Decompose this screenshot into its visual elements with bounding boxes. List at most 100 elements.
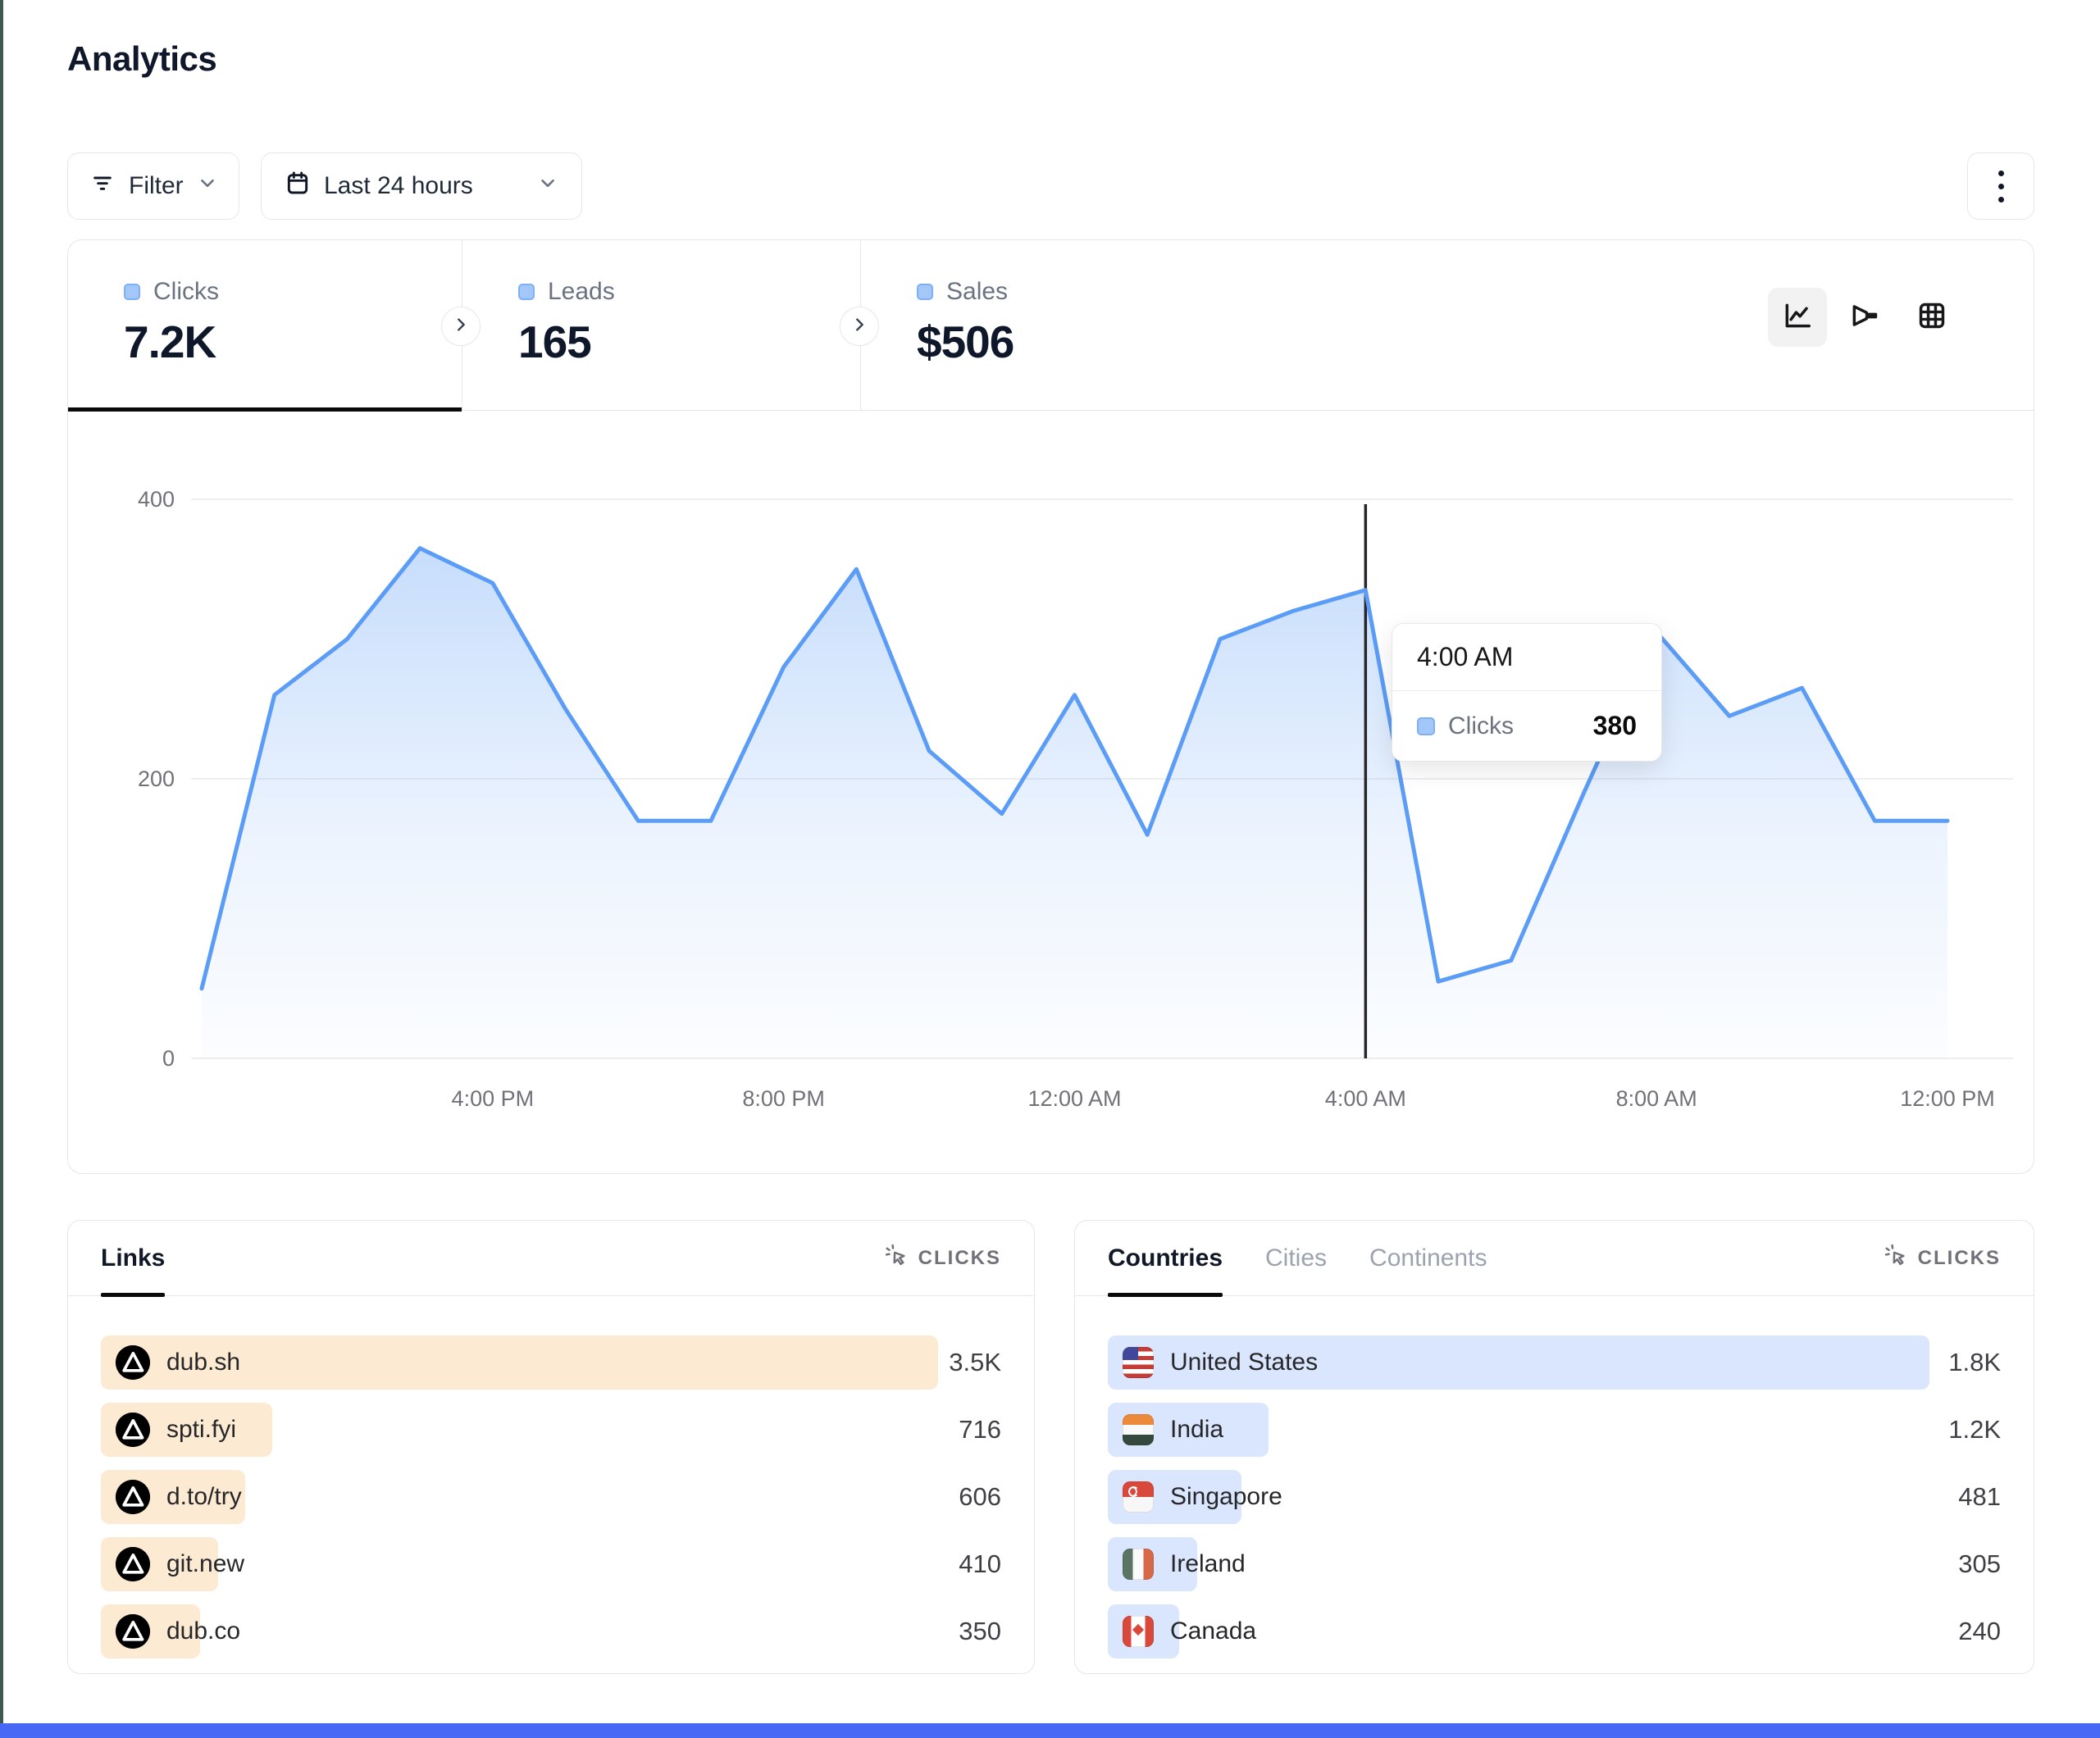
- dub-logo-icon: [116, 1413, 150, 1447]
- funnel-view-button[interactable]: [1835, 288, 1894, 347]
- links-rows: dub.sh 3.5K spti.fyi 716 d.to/try 606 git.new 4…: [68, 1296, 1034, 1658]
- x-axis-tick-label: 12:00 PM: [1900, 1086, 1995, 1111]
- tab-clicks[interactable]: Clicks 7.2K: [68, 240, 462, 412]
- country-label: United States: [1170, 1349, 1319, 1376]
- tab-cities-label: Cities: [1265, 1244, 1328, 1272]
- country-list-item[interactable]: Singapore 481: [1108, 1470, 2001, 1524]
- links-panel: Links CLICKS dub.sh 3.5K spti.fyi 716 d.to/t…: [67, 1220, 1035, 1674]
- country-label: India: [1170, 1416, 1224, 1443]
- table-view-button[interactable]: [1902, 288, 1961, 347]
- tooltip-time: 4:00 AM: [1392, 624, 1661, 691]
- link-list-item[interactable]: dub.co 350: [101, 1604, 1001, 1658]
- page-title: Analytics: [67, 39, 217, 78]
- sales-legend-square: [917, 284, 933, 300]
- chevron-right-icon: [452, 316, 470, 338]
- x-axis-tick-label: 4:00 AM: [1325, 1086, 1406, 1111]
- tab-continents-label: Continents: [1369, 1244, 1487, 1272]
- more-options-button[interactable]: [1967, 152, 2034, 220]
- ca-flag-icon: [1123, 1616, 1154, 1647]
- line-chart-view-button[interactable]: [1768, 288, 1827, 347]
- leads-legend-square: [518, 284, 535, 300]
- links-metric-label: CLICKS: [918, 1246, 1001, 1269]
- stat-tabs: Clicks 7.2K Leads 165 Sales $506: [68, 240, 2034, 412]
- link-list-item[interactable]: dub.sh 3.5K: [101, 1335, 1001, 1390]
- y-axis-tick-label: 0: [162, 1046, 175, 1071]
- chevron-right-icon: [850, 316, 868, 338]
- filter-button[interactable]: Filter: [67, 152, 239, 220]
- date-range-label: Last 24 hours: [324, 172, 473, 199]
- chart-view-toggle: [1768, 288, 1961, 347]
- funnel-icon: [1849, 300, 1880, 335]
- filter-icon: [89, 170, 116, 202]
- link-list-item[interactable]: d.to/try 606: [101, 1470, 1001, 1524]
- links-metric-toggle[interactable]: CLICKS: [884, 1243, 1001, 1273]
- link-list-item[interactable]: git.new 410: [101, 1537, 1001, 1591]
- tab-countries[interactable]: Countries: [1108, 1221, 1223, 1297]
- filter-button-label: Filter: [129, 172, 184, 199]
- country-label: Canada: [1170, 1617, 1257, 1645]
- y-axis-tick-label: 200: [138, 767, 175, 791]
- x-axis-tick-label: 8:00 AM: [1616, 1086, 1697, 1111]
- cursor-click-icon: [1884, 1243, 1908, 1273]
- date-range-button[interactable]: Last 24 hours: [261, 152, 582, 220]
- link-clicks-value: 606: [959, 1482, 1001, 1511]
- countries-rows: United States 1.8K India 1.2K Singapore 481 Ir…: [1075, 1296, 2034, 1658]
- link-clicks-value: 3.5K: [949, 1348, 1001, 1376]
- country-list-item[interactable]: Canada 240: [1108, 1604, 2001, 1658]
- tab-cities[interactable]: Cities: [1265, 1221, 1327, 1295]
- chart-tooltip: 4:00 AM Clicks 380: [1392, 623, 1662, 762]
- tab-clicks-label: Clicks: [153, 278, 219, 305]
- country-label: Ireland: [1170, 1550, 1246, 1577]
- dub-logo-icon: [116, 1547, 150, 1581]
- tab-continents[interactable]: Continents: [1369, 1221, 1487, 1295]
- cursor-click-icon: [884, 1243, 909, 1273]
- calendar-icon: [285, 170, 311, 202]
- country-label: Singapore: [1170, 1483, 1282, 1510]
- x-axis-tick-label: 8:00 PM: [742, 1086, 825, 1111]
- country-clicks-value: 1.8K: [1948, 1348, 2001, 1376]
- link-label: git.new: [166, 1550, 245, 1577]
- chevron-down-icon: [537, 172, 558, 200]
- tab-sales-value: $506: [917, 316, 1014, 367]
- country-list-item[interactable]: Ireland 305: [1108, 1537, 2001, 1591]
- tab-leads-value: 165: [518, 316, 592, 367]
- x-axis-tick-label: 12:00 AM: [1027, 1086, 1121, 1111]
- taskbar-strip: [0, 1723, 2100, 1738]
- tab-sales[interactable]: Sales $506: [860, 240, 1319, 410]
- link-list-item[interactable]: spti.fyi 716: [101, 1403, 1001, 1457]
- country-clicks-value: 1.2K: [1948, 1415, 2001, 1444]
- link-label: dub.sh: [166, 1349, 241, 1376]
- tab-sales-label: Sales: [946, 278, 1009, 305]
- tab-leads[interactable]: Leads 165: [462, 240, 860, 410]
- clicks-area-chart[interactable]: 400 200 0 4:00 PM 8:00 PM 12:00 AM 4:00 AM 8:00…: [68, 411, 2034, 1173]
- country-list-item[interactable]: United States 1.8K: [1108, 1335, 2001, 1390]
- country-list-item[interactable]: India 1.2K: [1108, 1403, 2001, 1457]
- sg-flag-icon: [1123, 1481, 1154, 1513]
- tab-links[interactable]: Links: [101, 1221, 166, 1297]
- tab-clicks-value: 7.2K: [124, 316, 216, 367]
- tooltip-value: 380: [1592, 711, 1637, 740]
- us-flag-icon: [1123, 1347, 1154, 1378]
- link-label: spti.fyi: [166, 1416, 237, 1443]
- link-label: d.to/try: [166, 1483, 242, 1510]
- link-clicks-value: 410: [959, 1549, 1001, 1578]
- countries-metric-toggle[interactable]: CLICKS: [1884, 1243, 2001, 1273]
- chevron-down-icon: [197, 172, 218, 200]
- tooltip-legend-square: [1417, 717, 1435, 735]
- countries-panel: Countries Cities Continents CLICKS Unite…: [1074, 1220, 2034, 1674]
- dub-logo-icon: [116, 1345, 150, 1380]
- country-bar: [1108, 1335, 1929, 1390]
- tab-countries-label: Countries: [1108, 1244, 1223, 1272]
- next-tab-button[interactable]: [840, 307, 879, 346]
- tab-links-label: Links: [101, 1244, 166, 1272]
- tooltip-series-label: Clicks: [1448, 712, 1514, 739]
- analytics-card: Clicks 7.2K Leads 165 Sales $506: [67, 239, 2034, 1174]
- x-axis-tick-label: 4:00 PM: [452, 1086, 535, 1111]
- countries-metric-label: CLICKS: [1917, 1246, 2001, 1269]
- y-axis-tick-label: 400: [138, 487, 175, 512]
- dub-logo-icon: [116, 1614, 150, 1649]
- country-clicks-value: 305: [1958, 1549, 2001, 1578]
- table-grid-icon: [1916, 300, 1947, 335]
- next-tab-button[interactable]: [441, 307, 481, 346]
- dub-logo-icon: [116, 1480, 150, 1514]
